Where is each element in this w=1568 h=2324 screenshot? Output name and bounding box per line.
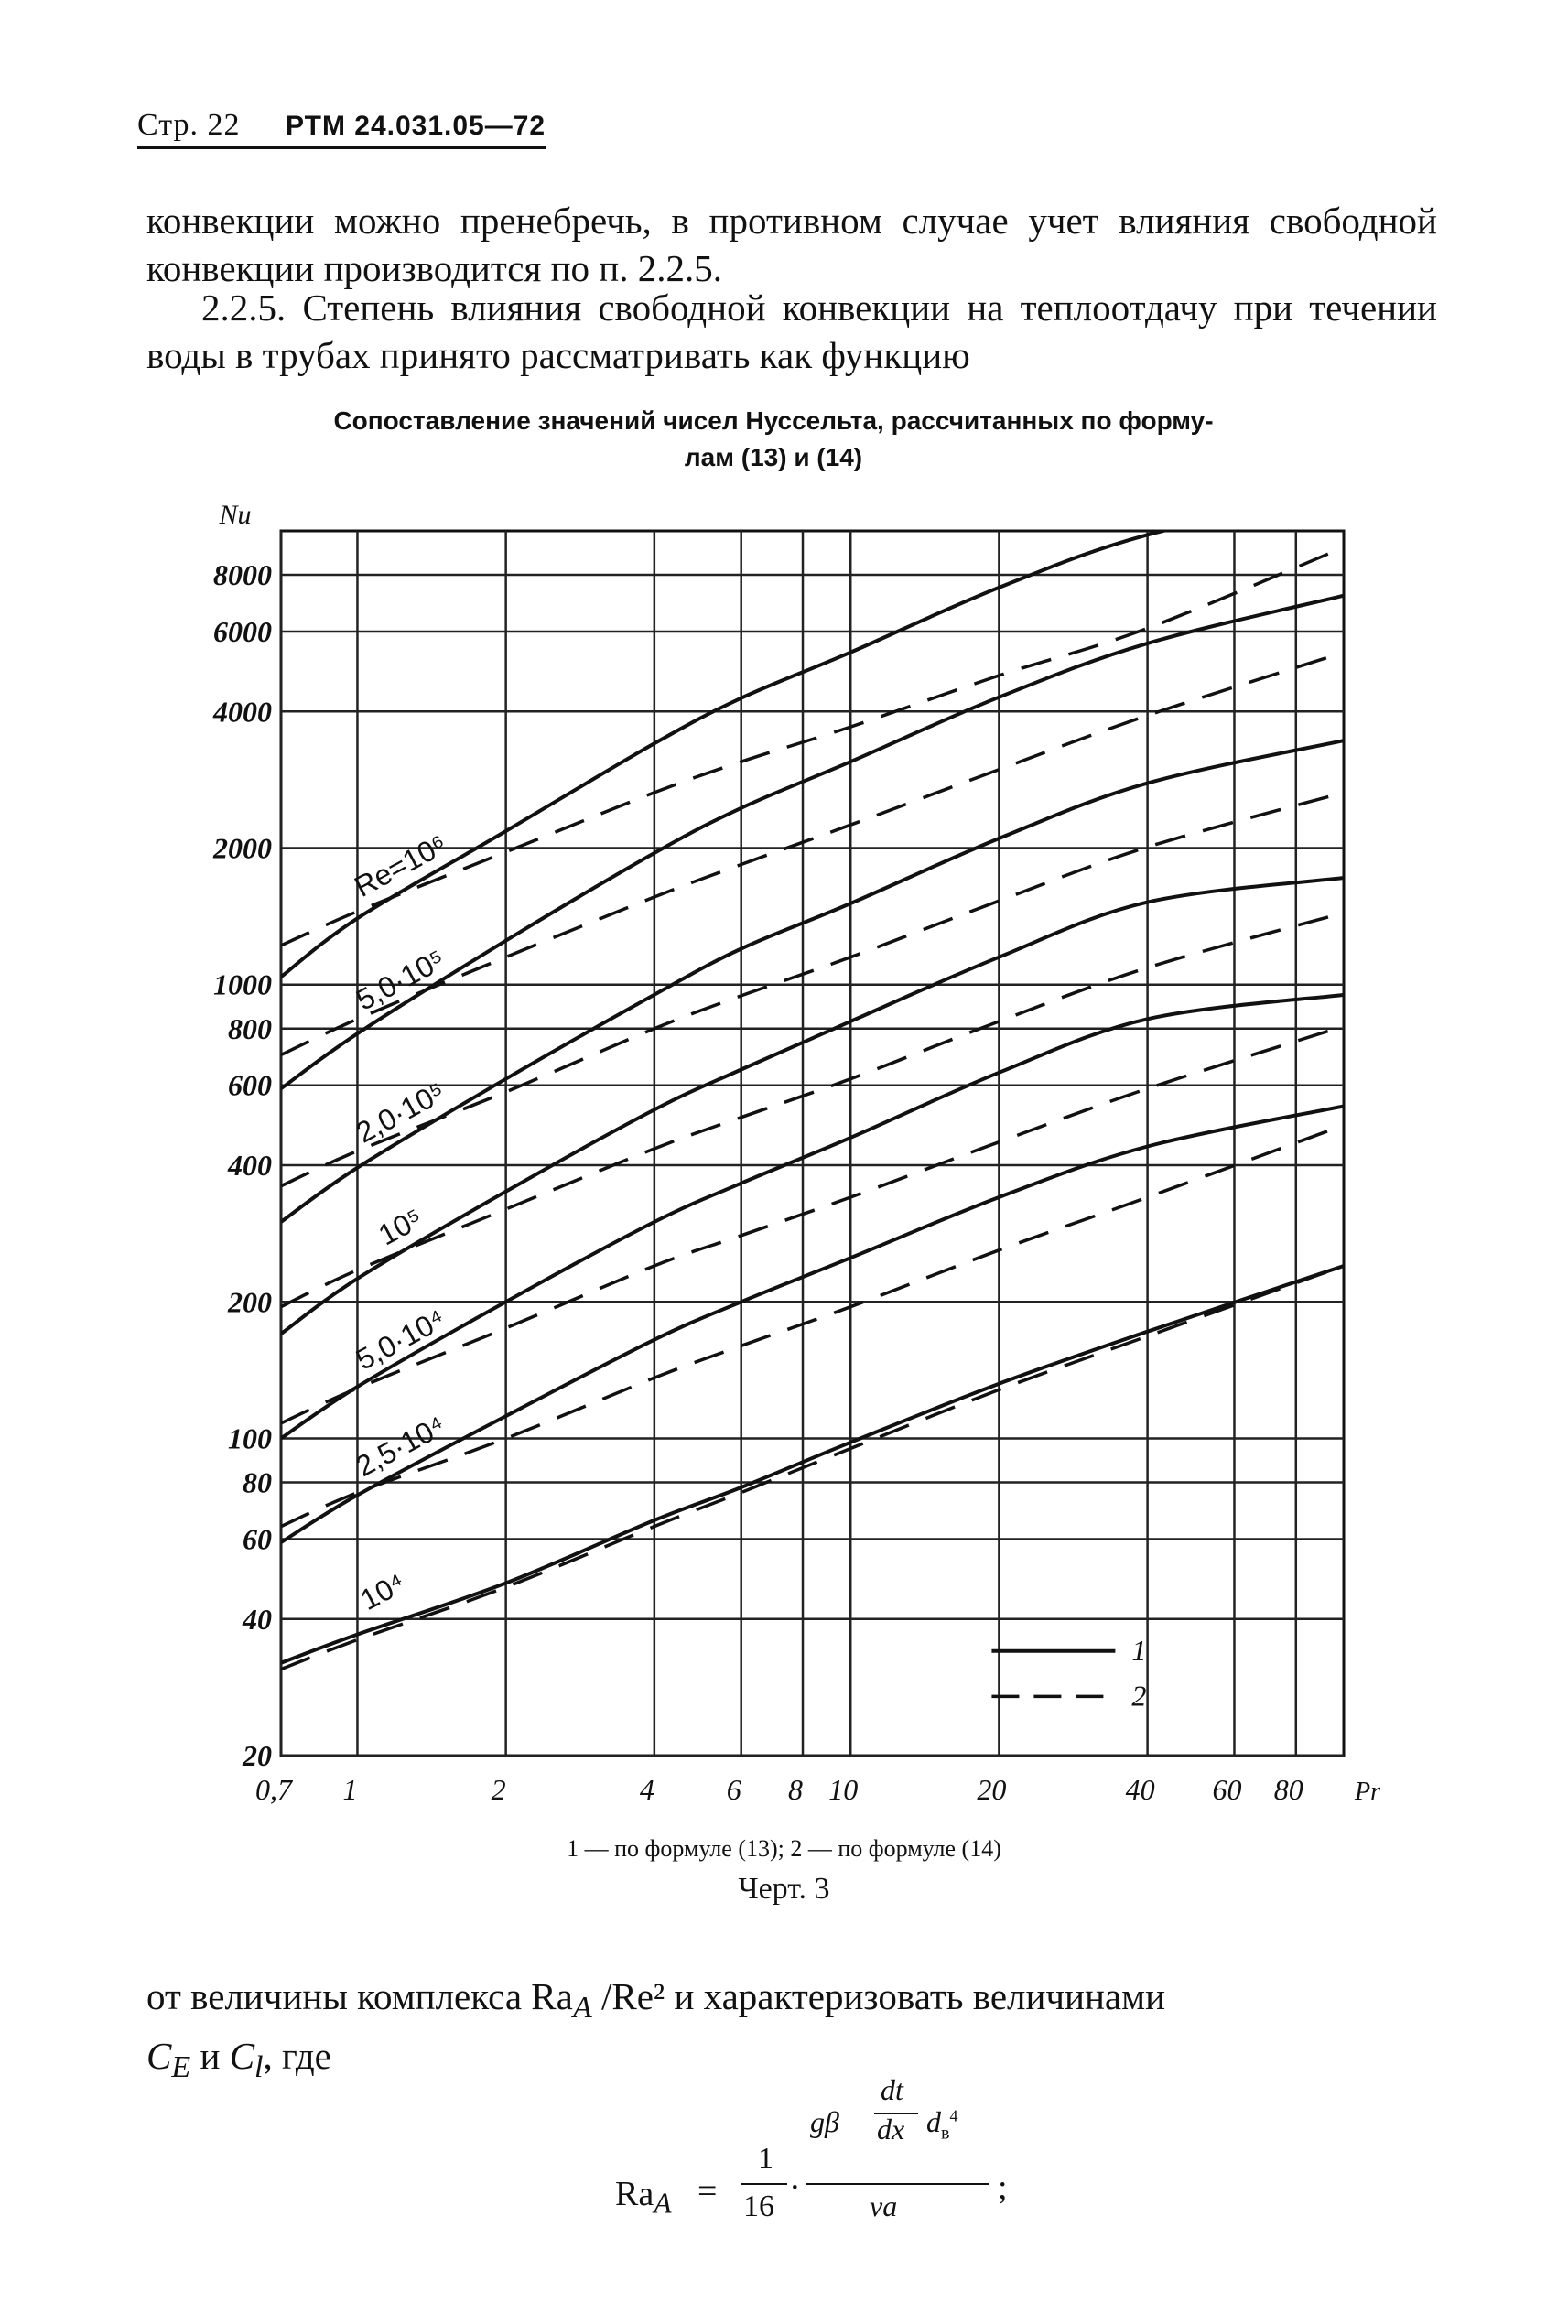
series-line-re-2.5e4-formula-1: [281, 1104, 1344, 1544]
series-line-re-1e5-formula-1: [281, 876, 1344, 1335]
legend-label-2: 2: [1131, 1679, 1146, 1712]
series-line-re-5e4-formula-1: [281, 992, 1344, 1441]
paragraph-3-and: и: [190, 2035, 230, 2078]
page-header: Стр. 22 РТМ 24.031.05—72: [137, 108, 546, 149]
formula-gbeta: gβ: [810, 2105, 839, 2138]
chart-title-line-2: лам (13) и (14): [684, 443, 863, 471]
series-group: [281, 531, 1344, 1671]
y-tick-label: 800: [228, 1012, 272, 1045]
y-tick-label: 40: [242, 1603, 272, 1636]
legend-label-1: 1: [1131, 1634, 1146, 1667]
x-axis-label: Pr: [1354, 1778, 1380, 1806]
ce-symbol: C: [146, 2035, 172, 2078]
paragraph-3-sub: A: [572, 1991, 592, 2026]
y-tick-label: 20: [242, 1739, 272, 1772]
y-axis-label: Nu: [218, 500, 251, 530]
x-tick-label: 1: [342, 1773, 357, 1806]
formula-den2: νa: [870, 2189, 898, 2222]
x-tick-label: 4: [640, 1773, 654, 1806]
series-line-re-5e4-formula-2: [281, 1024, 1344, 1425]
chart-title: Сопоставление значений чисел Нуссельта, …: [211, 403, 1336, 476]
x-tick-label: 8: [788, 1773, 803, 1806]
series-line-re-1e5-formula-2: [281, 911, 1344, 1309]
x-tick-label: 10: [828, 1773, 858, 1806]
paragraph-1: конвекции можно пренебречь, в противном …: [146, 200, 1437, 289]
paragraph-3-text-b: /Re² и характеризовать величинами: [591, 1975, 1166, 2017]
series-line-re-2e5-formula-1: [281, 739, 1344, 1224]
x-tick-label: 40: [1126, 1773, 1155, 1806]
y-tick-label: 80: [243, 1466, 272, 1499]
legend-caption: 1 — по формуле (13); 2 — по формуле (14): [567, 1835, 1001, 1862]
formula-equals: =: [697, 2172, 718, 2211]
curve-label: 5,0·10⁴: [351, 1303, 450, 1377]
series-line-re-1e6-formula-2: [281, 546, 1344, 947]
y-tick-label: 100: [228, 1421, 272, 1454]
cl-sub: l: [254, 2050, 264, 2085]
paragraph-2: 2.2.5. Степень влияния свободной конвекц…: [146, 284, 1437, 379]
formula-num1: 1: [758, 2142, 773, 2176]
formula-fraction-bar-dtdx: [874, 2113, 918, 2114]
figure-caption: Черт. 3: [738, 1872, 830, 1906]
document-code: РТМ 24.031.05—72: [286, 111, 546, 141]
paragraph-3-text-a: от величины комплекса Ra: [146, 1975, 573, 2017]
formula-d: dв4: [926, 2105, 958, 2144]
paragraph-3: от величины комплекса RaA /Re² и характе…: [146, 1973, 1437, 2092]
y-tick-label: 1000: [213, 968, 272, 1001]
curve-label: 10⁴: [355, 1566, 410, 1616]
y-tick-label: 60: [243, 1522, 272, 1555]
series-line-re-5e5-formula-2: [281, 651, 1344, 1057]
ce-sub: E: [171, 2050, 191, 2085]
curve-label: 2,0·10⁵: [351, 1076, 450, 1150]
x-tick-label: 6: [727, 1773, 741, 1806]
series-line-re-2e5-formula-2: [281, 791, 1344, 1188]
y-tick-label: 8000: [213, 558, 272, 591]
plot-frame: [279, 529, 1346, 1757]
chart-title-line-1: Сопоставление значений чисел Нуссельта, …: [333, 406, 1214, 435]
formula-dx: dx: [877, 2113, 905, 2146]
cl-symbol: C: [229, 2035, 255, 2078]
y-tick-label: 2000: [212, 832, 272, 865]
formula-fraction-bar-2: [806, 2183, 989, 2185]
formula-fraction-bar-1: [741, 2183, 787, 2185]
y-tick-label: 400: [227, 1149, 272, 1182]
x-tick-label: 20: [977, 1773, 1006, 1806]
formula-lhs-sub: A: [654, 2187, 672, 2220]
series-line-re-2.5e4-formula-2: [281, 1123, 1344, 1529]
formula-end: ;: [998, 2168, 1008, 2207]
y-tick-label: 6000: [213, 615, 272, 648]
formula-den1: 16: [743, 2189, 774, 2223]
y-tick-label: 200: [227, 1285, 272, 1318]
formula-dot: ·: [789, 2168, 801, 2207]
x-tick-label: 0,7: [255, 1773, 294, 1806]
page-number: Стр. 22: [137, 108, 241, 142]
formula-dt: dt: [881, 2073, 903, 2106]
x-tick-label: 60: [1212, 1773, 1241, 1806]
series-line-re-1e4-formula-2: [281, 1264, 1344, 1671]
paragraph-2-text: 2.2.5. Степень влияния свободной конвекц…: [146, 286, 1437, 376]
series-line-re-1e6-formula-1: [281, 531, 1172, 978]
y-tick-label: 600: [228, 1069, 272, 1102]
paragraph-3-where: , где: [263, 2035, 331, 2078]
formula-lhs: RaA: [615, 2175, 672, 2220]
x-tick-label: 80: [1274, 1773, 1303, 1806]
series-line-re-1e4-formula-1: [281, 1264, 1344, 1665]
x-tick-label: 2: [492, 1773, 506, 1806]
y-tick-label: 4000: [212, 695, 272, 728]
